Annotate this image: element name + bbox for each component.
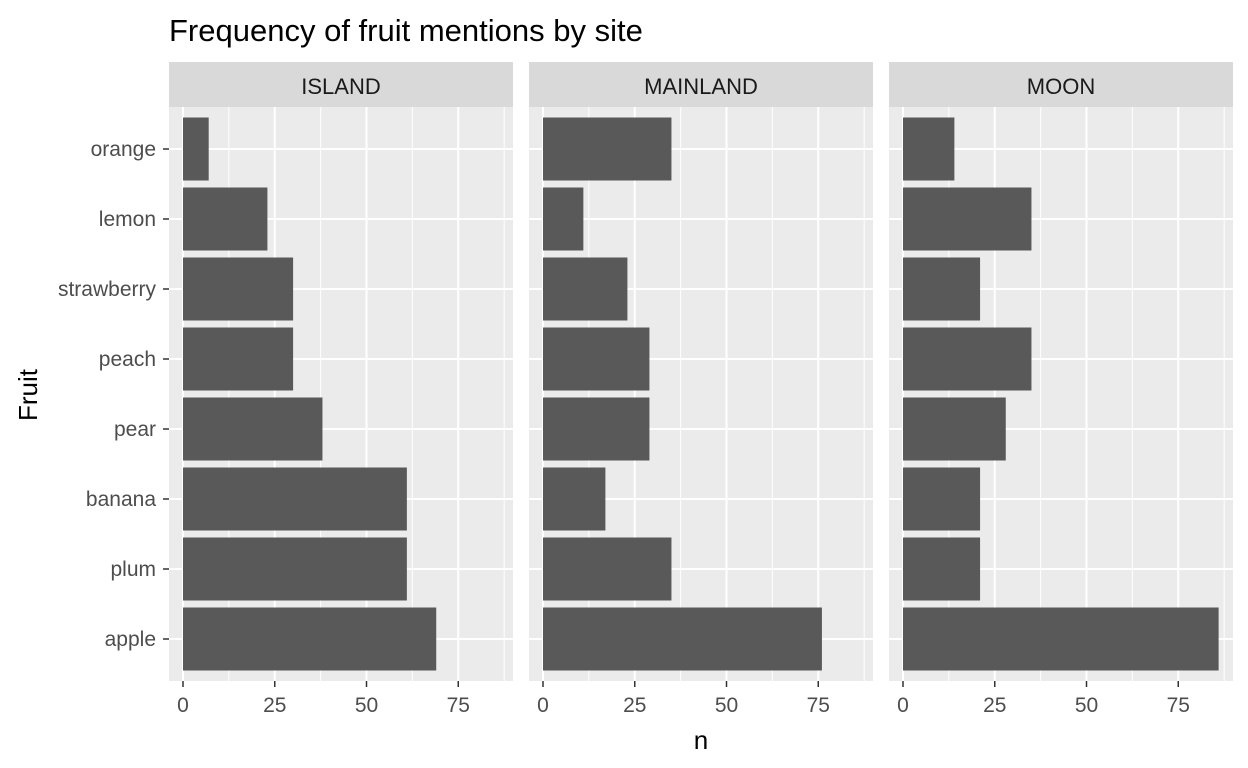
bar-lemon xyxy=(543,187,584,251)
facet-strip-label: MAINLAND xyxy=(644,74,758,99)
bar-orange xyxy=(543,117,672,181)
bar-banana xyxy=(903,467,981,531)
x-tick-label: 25 xyxy=(263,694,286,717)
y-axis: apple plum banana pear peach strawberry lemon o… xyxy=(58,138,169,651)
facet-strip xyxy=(889,62,1233,107)
y-tick-label: banana xyxy=(86,488,156,511)
bar-orange xyxy=(903,117,955,181)
x-tick-label: 75 xyxy=(1167,694,1190,717)
y-tick-label: lemon xyxy=(99,208,156,231)
facet-strip-label: ISLAND xyxy=(301,74,380,99)
x-tick-label: 25 xyxy=(623,694,646,717)
bar-apple xyxy=(183,607,437,671)
bar-orange xyxy=(183,117,209,181)
bar-apple xyxy=(543,607,822,671)
y-tick-label: strawberry xyxy=(58,278,157,301)
x-tick-label: 50 xyxy=(1075,694,1098,717)
x-tick-label: 25 xyxy=(983,694,1006,717)
facet-strip xyxy=(529,62,873,107)
bar-lemon xyxy=(183,187,268,251)
y-tick-label: plum xyxy=(110,558,156,581)
x-tick-label: 0 xyxy=(897,694,909,717)
x-tick-label: 0 xyxy=(537,694,549,717)
bar-pear xyxy=(903,397,1006,461)
x-tick-label: 75 xyxy=(447,694,470,717)
bar-peach xyxy=(543,327,650,391)
bar-strawberry xyxy=(543,257,628,321)
x-tick-label: 0 xyxy=(177,694,189,717)
bar-banana xyxy=(543,467,606,531)
bar-banana xyxy=(183,467,407,531)
y-tick-label: pear xyxy=(114,418,156,441)
x-tick-label: 50 xyxy=(355,694,378,717)
y-axis-title: Fruit xyxy=(13,368,43,421)
facet-panels: ISLAND 0 25 50 75 MAINLAND 0 25 50 75 MOON 0 25 50 75 xyxy=(169,62,1233,717)
bar-strawberry xyxy=(903,257,981,321)
facet-strip-label: MOON xyxy=(1027,74,1095,99)
bar-plum xyxy=(543,537,672,601)
bar-plum xyxy=(183,537,407,601)
y-tick-label: apple xyxy=(105,628,156,651)
facet-strip xyxy=(169,62,513,107)
facet-panel-moon: MOON 0 25 50 75 xyxy=(889,62,1233,717)
bar-pear xyxy=(183,397,323,461)
x-axis-title: n xyxy=(694,725,708,755)
y-tick-label: peach xyxy=(99,348,156,371)
bar-pear xyxy=(543,397,650,461)
bar-apple xyxy=(903,607,1219,671)
x-tick-label: 50 xyxy=(715,694,738,717)
bar-strawberry xyxy=(183,257,294,321)
chart-title: Frequency of fruit mentions by site xyxy=(169,13,643,48)
bar-plum xyxy=(903,537,981,601)
bar-lemon xyxy=(903,187,1032,251)
facet-panel-mainland: MAINLAND 0 25 50 75 xyxy=(529,62,873,717)
bar-peach xyxy=(183,327,294,391)
facet-panel-island: ISLAND 0 25 50 75 xyxy=(169,62,513,717)
y-tick-label: orange xyxy=(91,138,156,161)
x-tick-label: 75 xyxy=(807,694,830,717)
bar-peach xyxy=(903,327,1032,391)
